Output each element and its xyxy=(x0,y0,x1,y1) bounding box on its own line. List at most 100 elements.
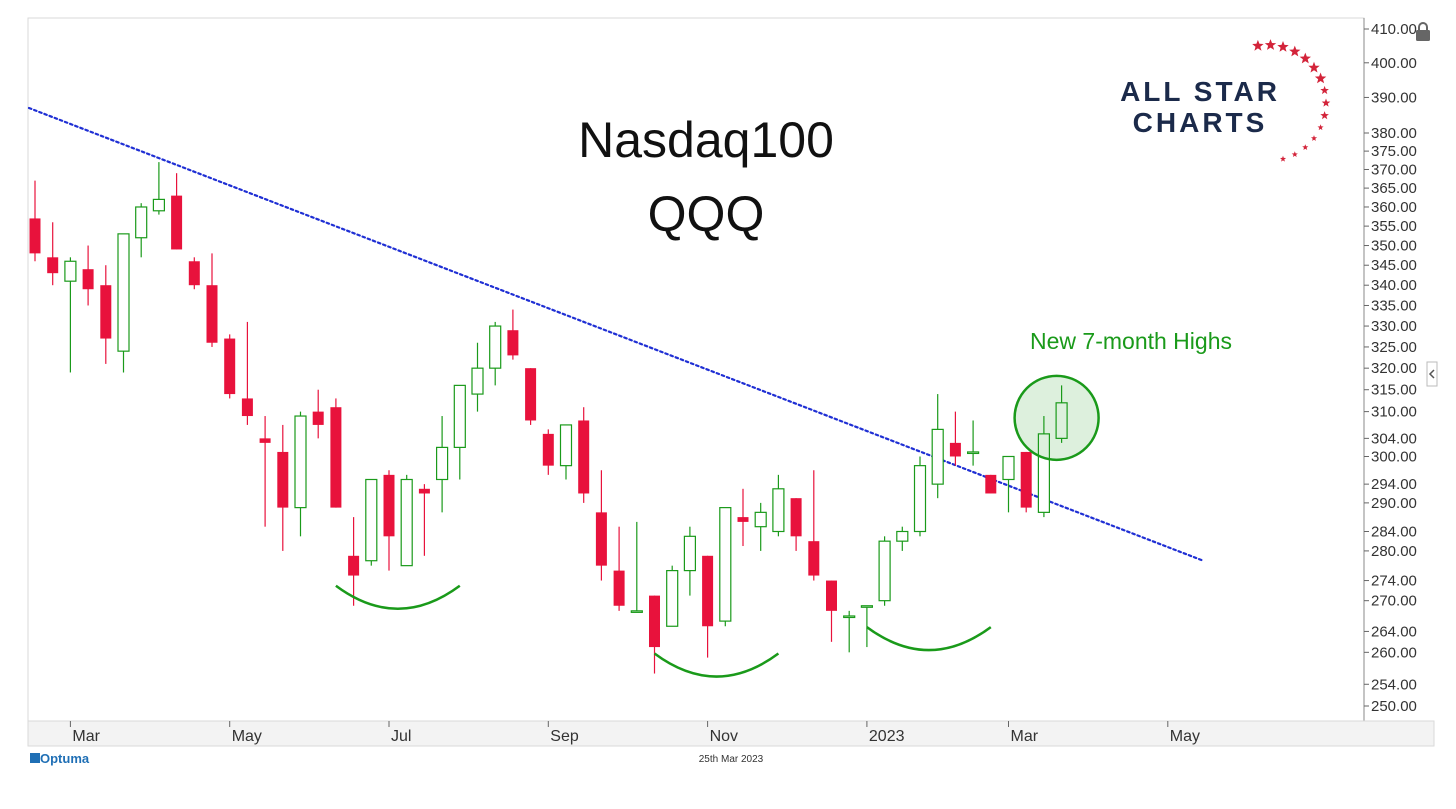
candle xyxy=(400,474,413,567)
trendline xyxy=(27,106,1205,562)
candle-body-up xyxy=(294,415,307,509)
candle-body-up xyxy=(754,511,767,528)
candle-body-down xyxy=(206,285,218,343)
candle xyxy=(931,394,944,499)
star-icon xyxy=(1252,39,1264,51)
candle-body-down xyxy=(542,433,554,466)
y-tick-label: 290.00 xyxy=(1371,495,1417,512)
candle xyxy=(224,334,236,399)
candle xyxy=(860,605,874,648)
y-tick-label: 315.00 xyxy=(1371,382,1417,399)
candle-body-down xyxy=(241,398,253,417)
candle xyxy=(666,565,679,627)
candle-body-up xyxy=(666,569,679,627)
candle xyxy=(790,498,802,551)
annotation-label: New 7-month Highs xyxy=(1030,328,1232,354)
candle xyxy=(294,411,307,537)
candle-body-up xyxy=(117,233,130,352)
candle-body-up xyxy=(719,507,732,622)
candle xyxy=(277,424,289,551)
candle-body-up xyxy=(152,198,165,212)
candle xyxy=(64,257,77,373)
candle xyxy=(135,203,148,258)
y-tick-label: 390.00 xyxy=(1371,89,1417,106)
candle-body-up xyxy=(135,206,148,239)
star-icon xyxy=(1320,85,1329,95)
candle-body-up xyxy=(630,610,643,613)
candle-body-down xyxy=(82,269,94,290)
support-arc xyxy=(335,584,461,610)
y-tick-label: 350.00 xyxy=(1371,238,1417,255)
candle xyxy=(383,470,395,571)
candles-layer xyxy=(29,162,1100,674)
y-tick-label: 335.00 xyxy=(1371,297,1417,314)
candle xyxy=(330,398,342,508)
logo-stars xyxy=(1252,39,1331,162)
star-icon xyxy=(1320,111,1329,120)
candle-body-down xyxy=(224,338,236,395)
optuma-brand: Optuma xyxy=(30,751,90,766)
candle xyxy=(525,368,537,425)
star-icon xyxy=(1264,39,1277,50)
y-tick-label: 270.00 xyxy=(1371,593,1417,610)
logo-line1: ALL STAR xyxy=(1120,76,1280,107)
y-tick-label: 325.00 xyxy=(1371,339,1417,356)
candle xyxy=(82,245,94,306)
y-tick-label: 370.00 xyxy=(1371,161,1417,178)
candle xyxy=(649,595,660,674)
star-icon xyxy=(1314,72,1327,84)
candle-body-up xyxy=(860,605,874,608)
candle xyxy=(171,173,183,250)
candle-body-down xyxy=(702,555,714,627)
candle xyxy=(453,384,466,480)
candle xyxy=(683,526,697,596)
y-tick-label: 360.00 xyxy=(1371,199,1417,216)
optuma-label: Optuma xyxy=(40,751,90,766)
candle xyxy=(365,478,378,566)
candle xyxy=(578,407,590,503)
plot-area xyxy=(27,17,1365,722)
candle-body-down xyxy=(1020,451,1032,508)
candle xyxy=(702,555,714,658)
candle-body-down xyxy=(737,517,749,522)
candle-body-up xyxy=(400,478,413,567)
candle-body-up xyxy=(772,488,785,533)
candle xyxy=(152,162,165,215)
candle xyxy=(418,484,430,556)
x-tick-label: Jul xyxy=(391,728,411,745)
star-icon xyxy=(1291,151,1298,157)
logo-line2: CHARTS xyxy=(1133,107,1268,138)
candle xyxy=(188,257,200,290)
candle-body-down xyxy=(383,474,395,537)
collapse-panel-button[interactable] xyxy=(1426,361,1438,387)
candle xyxy=(843,610,856,653)
star-icon xyxy=(1317,124,1324,131)
candle-body-down xyxy=(790,498,802,537)
support-arc xyxy=(866,626,992,652)
candle-body-down xyxy=(525,368,537,421)
candle xyxy=(595,470,607,581)
lock-icon[interactable] xyxy=(1416,22,1430,41)
candle xyxy=(1037,416,1051,518)
y-tick-label: 380.00 xyxy=(1371,125,1417,142)
candle-body-down xyxy=(348,555,360,576)
y-tick-label: 294.00 xyxy=(1371,476,1417,493)
candle xyxy=(630,521,643,613)
star-icon xyxy=(1280,155,1287,162)
candle-body-up xyxy=(436,446,449,481)
candle-body-down xyxy=(507,330,519,356)
candle-body-up xyxy=(1037,433,1051,513)
candle-body-up xyxy=(931,428,944,485)
candle-body-up xyxy=(683,535,697,572)
candle-body-down xyxy=(826,580,837,611)
candle xyxy=(471,342,484,412)
candle-body-down xyxy=(330,407,342,508)
candle xyxy=(737,488,749,547)
y-tick-label: 304.00 xyxy=(1371,430,1417,447)
candle-body-up xyxy=(64,260,77,282)
y-tick-label: 254.00 xyxy=(1371,676,1417,693)
y-tick-label: 310.00 xyxy=(1371,404,1417,421)
x-tick-label: Mar xyxy=(1011,728,1039,745)
candle xyxy=(489,321,502,386)
